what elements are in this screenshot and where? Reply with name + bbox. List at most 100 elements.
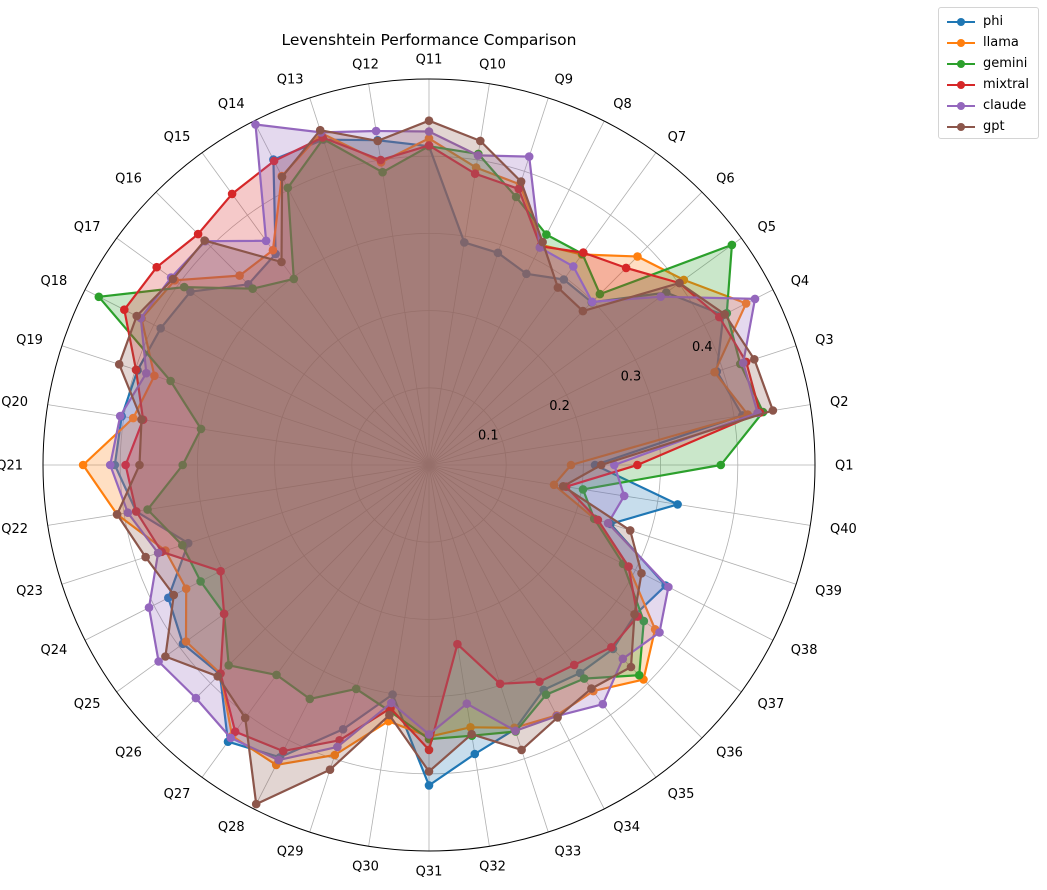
data-point-gemini — [196, 577, 205, 586]
data-point-mixtral — [593, 515, 603, 525]
category-label: Q4 — [791, 274, 810, 289]
data-point-phi — [388, 690, 397, 699]
data-point-claude — [144, 603, 154, 612]
category-label: Q29 — [277, 845, 304, 860]
data-point-mixtral — [121, 460, 130, 470]
grid-spoke — [201, 152, 430, 466]
data-point-gpt — [630, 610, 639, 619]
category-label: Q35 — [668, 787, 695, 802]
data-point-gemini — [248, 284, 257, 294]
data-point-gpt — [277, 172, 287, 182]
data-point-gpt — [240, 713, 250, 723]
data-point-gemini — [541, 690, 551, 699]
data-point-claude — [569, 262, 578, 271]
data-point-phi — [424, 781, 434, 790]
category-label: Q37 — [758, 697, 785, 712]
data-point-mixtral — [453, 639, 462, 649]
data-point-mixtral — [120, 305, 129, 315]
category-label: Q10 — [479, 58, 506, 73]
data-point-gpt — [637, 569, 646, 578]
data-point-mixtral — [495, 679, 505, 689]
data-point-claude — [664, 582, 673, 592]
grid-spoke — [368, 464, 430, 847]
data-point-mixtral — [230, 727, 240, 736]
data-point-mixtral — [621, 263, 631, 273]
data-point-llama — [549, 480, 559, 490]
series-fill-gpt — [117, 120, 773, 805]
legend-swatch-marker — [957, 60, 965, 68]
data-point-gemini — [351, 684, 361, 694]
data-point-gpt — [424, 116, 434, 125]
data-point-gemini — [542, 230, 551, 239]
category-label: Q26 — [115, 746, 142, 761]
data-point-gpt — [424, 767, 434, 776]
data-point-claude — [333, 742, 342, 752]
data-point-mixtral — [193, 229, 203, 239]
data-point-gpt — [137, 415, 146, 424]
legend-item-phi: phi — [939, 12, 1038, 32]
data-point-gpt — [385, 710, 394, 720]
legend: phi llama gemini mixtral claude gpt — [938, 7, 1039, 139]
data-point-gpt — [112, 510, 122, 519]
legend-item-claude: claude — [939, 96, 1038, 116]
radar-frame — [42, 78, 816, 852]
category-label: Q30 — [352, 860, 379, 875]
data-point-llama — [633, 252, 642, 261]
category-label: Q19 — [16, 333, 43, 348]
data-point-claude — [750, 294, 760, 304]
category-label: Q40 — [830, 522, 857, 537]
grid-spoke — [47, 404, 430, 466]
data-point-claude — [603, 518, 613, 528]
legend-label: gpt — [983, 119, 1005, 134]
data-point-gpt — [553, 283, 563, 292]
data-point-gpt — [114, 360, 124, 369]
grid-spoke — [428, 464, 549, 833]
grid-spoke — [428, 464, 657, 778]
data-point-gpt — [626, 662, 636, 672]
data-point-claude — [115, 411, 125, 421]
data-point-gpt — [315, 125, 325, 135]
series-fill-phi — [114, 139, 743, 786]
data-point-llama — [150, 371, 159, 381]
data-point-gemini — [716, 460, 726, 470]
legend-item-llama: llama — [939, 33, 1038, 53]
data-point-claude — [153, 548, 163, 558]
category-label: Q23 — [16, 584, 43, 599]
data-point-claude — [462, 699, 472, 708]
category-label: Q9 — [555, 72, 574, 87]
grid-spoke — [155, 191, 430, 466]
series-fill-mixtral — [124, 137, 760, 752]
data-point-mixtral — [269, 156, 279, 166]
category-label: Q6 — [716, 171, 735, 186]
data-point-mixtral — [278, 746, 288, 756]
grid-spoke — [428, 237, 742, 466]
data-point-gemini — [511, 192, 521, 202]
legend-item-gemini: gemini — [939, 54, 1038, 74]
series-layer — [78, 116, 778, 809]
category-label: Q38 — [791, 643, 818, 658]
data-point-mixtral — [152, 262, 161, 272]
data-point-gpt — [750, 355, 759, 364]
data-point-claude — [610, 460, 619, 470]
data-point-phi — [186, 287, 195, 297]
category-label: Q2 — [830, 395, 849, 410]
data-point-claude — [511, 726, 520, 736]
data-point-gpt — [553, 713, 562, 722]
data-point-gemini — [179, 282, 189, 292]
data-point-claude — [656, 292, 665, 302]
legend-swatch-marker — [957, 102, 965, 110]
data-point-mixtral — [131, 507, 141, 516]
category-label: Q14 — [218, 97, 245, 112]
data-point-phi — [493, 248, 503, 258]
data-point-gemini — [283, 183, 293, 193]
grid-spoke — [428, 464, 742, 693]
grid-spoke — [428, 191, 703, 466]
data-point-gpt — [169, 590, 179, 600]
category-label: Q12 — [352, 58, 379, 73]
data-point-mixtral — [376, 155, 386, 165]
grid-spoke — [428, 464, 811, 526]
data-point-llama — [330, 750, 340, 760]
data-point-gpt — [325, 765, 335, 774]
data-point-mixtral — [470, 169, 480, 178]
